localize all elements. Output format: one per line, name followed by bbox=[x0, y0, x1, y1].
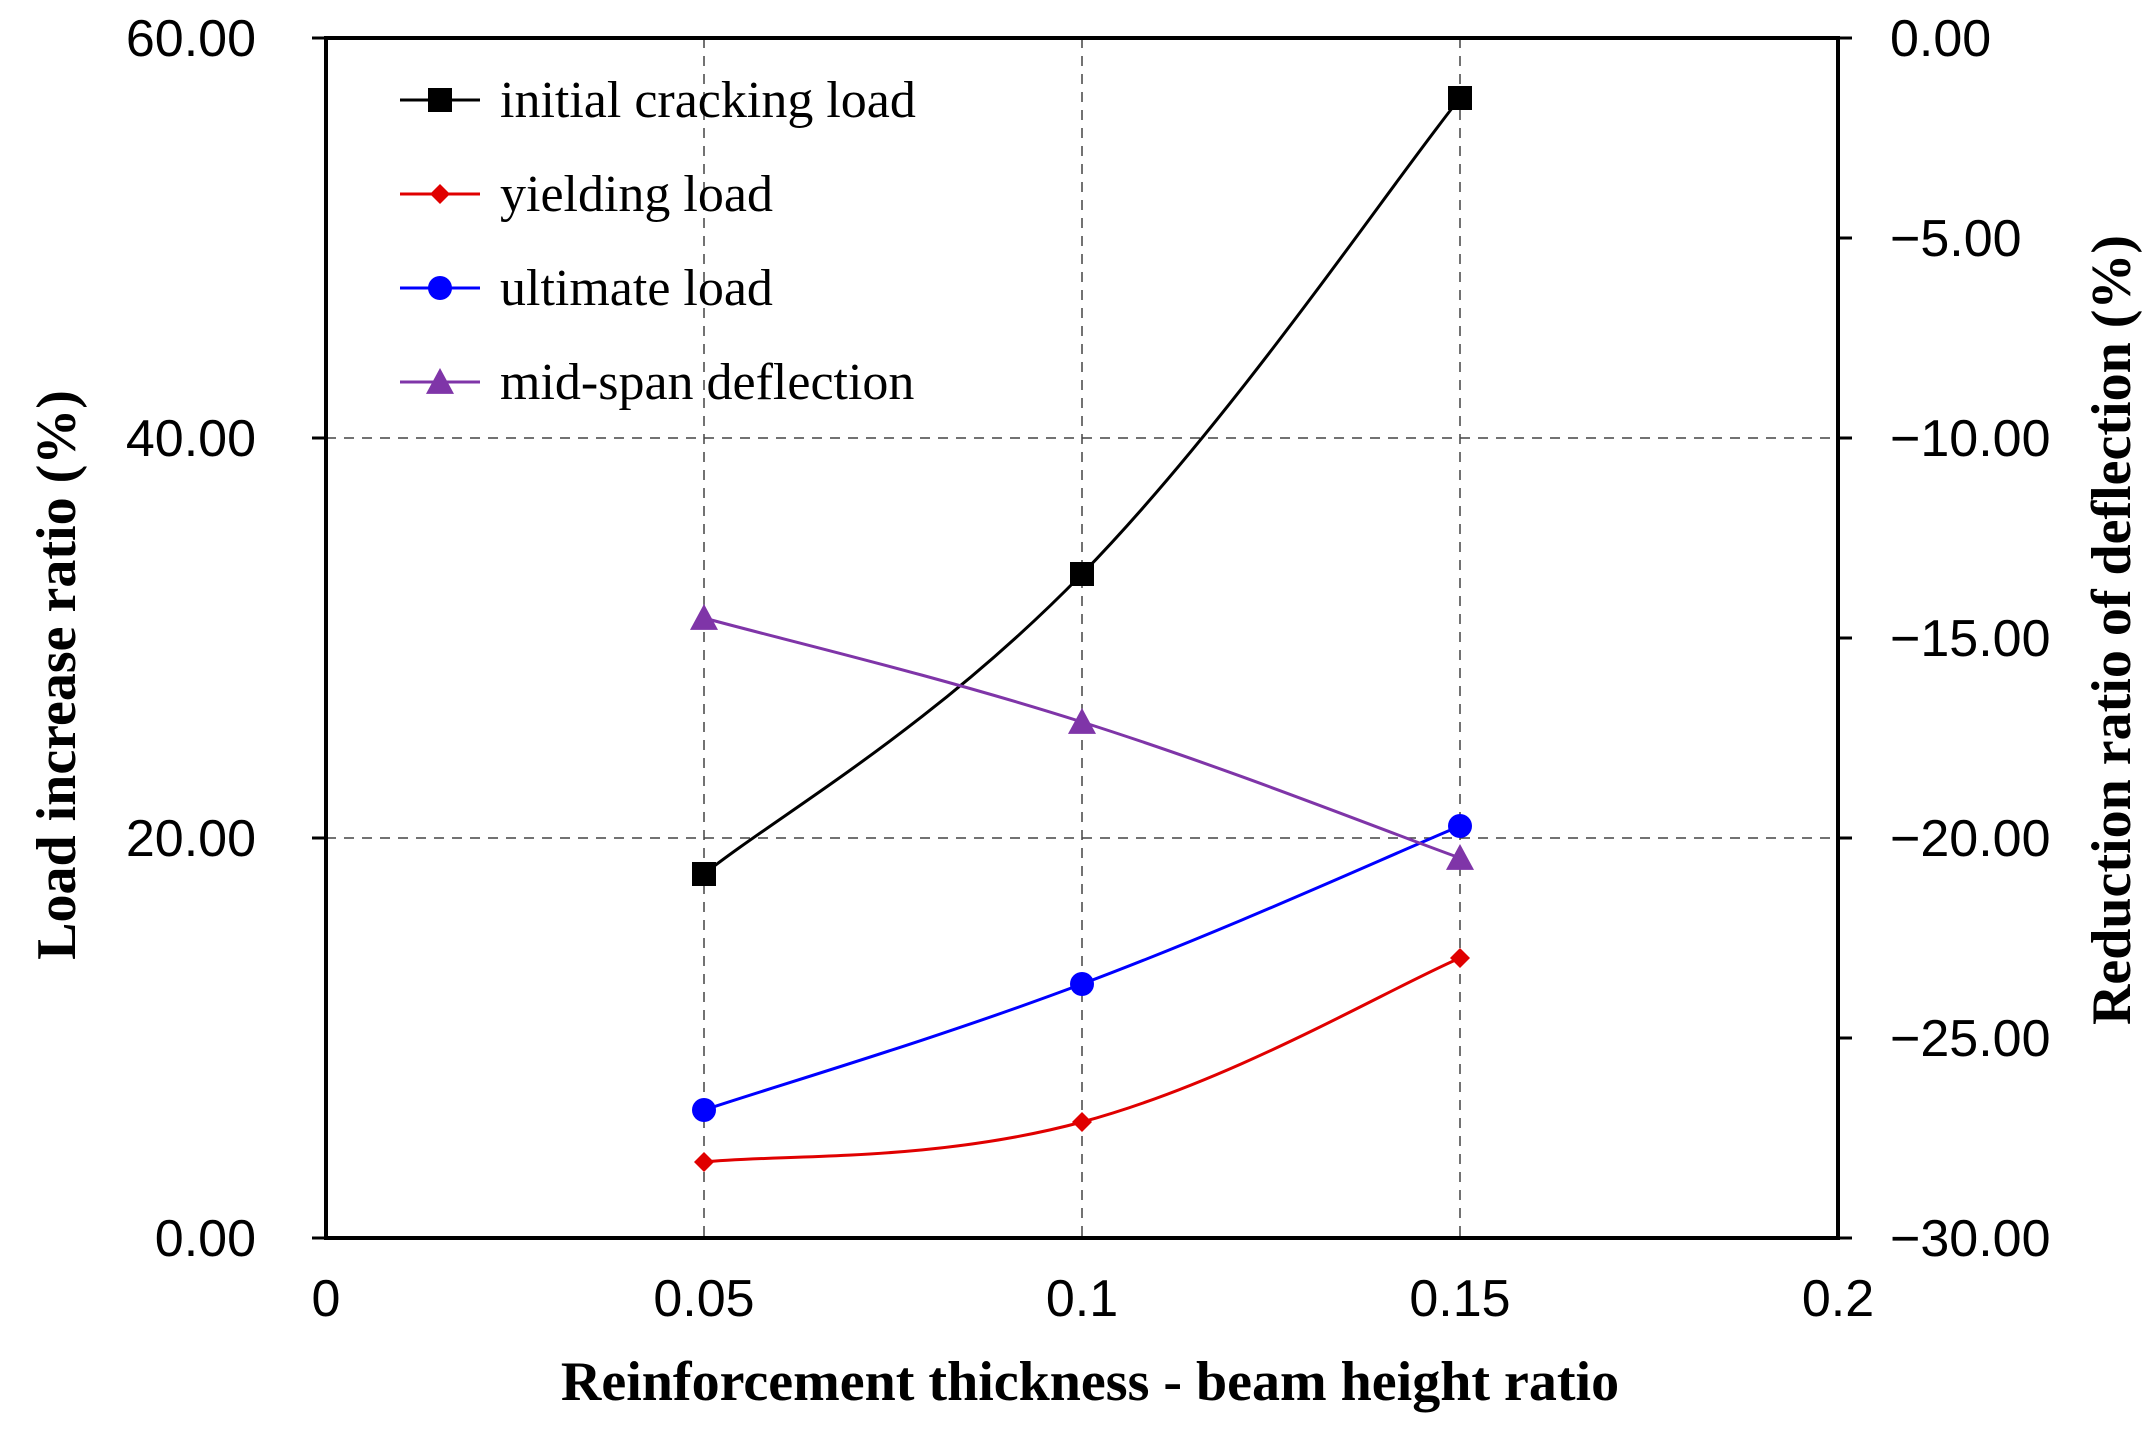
data-point-ultimate-load bbox=[692, 1098, 716, 1122]
legend-item-mid-span-deflection: mid-span deflection bbox=[400, 354, 914, 411]
legend-label: mid-span deflection bbox=[500, 354, 914, 411]
grid-layer bbox=[326, 38, 1838, 1238]
data-point-mid-span-deflection bbox=[690, 604, 718, 630]
legend-label: ultimate load bbox=[500, 260, 773, 317]
data-point-ultimate-load bbox=[1070, 972, 1094, 996]
y2-tick-label: −20.00 bbox=[1890, 810, 2051, 868]
legend-marker bbox=[428, 276, 452, 300]
y-axis-title: Load increase ratio (%) bbox=[26, 390, 88, 960]
y2-tick-label: −15.00 bbox=[1890, 610, 2051, 668]
y2-tick-label: −25.00 bbox=[1890, 1010, 2051, 1068]
series-yielding-load bbox=[694, 948, 1470, 1172]
legend-label: yielding load bbox=[500, 166, 773, 223]
y2-tick-label: 0.00 bbox=[1890, 10, 1991, 68]
series-line-initial-cracking-load bbox=[703, 97, 1462, 876]
data-point-yielding-load bbox=[1450, 948, 1470, 968]
x-tick-label: 0.15 bbox=[1409, 1270, 1510, 1328]
y2-axis-title: Reduction ratio of deflection (%) bbox=[2081, 235, 2143, 1025]
data-point-initial-cracking-load bbox=[1070, 562, 1094, 586]
series-layer bbox=[690, 86, 1474, 1172]
series-initial-cracking-load bbox=[692, 86, 1472, 886]
y-tick-label: 20.00 bbox=[126, 810, 256, 868]
data-point-initial-cracking-load bbox=[692, 862, 716, 886]
y2-tick-label: −30.00 bbox=[1890, 1210, 2051, 1268]
legend-marker bbox=[426, 368, 454, 394]
x-axis-title: Reinforcement thickness - beam height ra… bbox=[561, 1351, 1619, 1413]
series-mid-span-deflection bbox=[690, 604, 1474, 870]
x-tick-label: 0.05 bbox=[653, 1270, 754, 1328]
y-tick-label: 0.00 bbox=[155, 1210, 256, 1268]
y2-tick-label: −5.00 bbox=[1890, 210, 2022, 268]
x-tick-label: 0 bbox=[312, 1270, 341, 1328]
legend-item-initial-cracking-load: initial cracking load bbox=[400, 72, 916, 129]
x-tick-label: 0.2 bbox=[1802, 1270, 1874, 1328]
y2-tick-label: −10.00 bbox=[1890, 410, 2051, 468]
data-point-mid-span-deflection bbox=[1446, 844, 1474, 870]
y-tick-label: 40.00 bbox=[126, 410, 256, 468]
legend-label: initial cracking load bbox=[500, 72, 916, 129]
y-tick-label: 60.00 bbox=[126, 10, 256, 68]
legend-item-ultimate-load: ultimate load bbox=[400, 260, 773, 317]
legend-item-yielding-load: yielding load bbox=[400, 166, 773, 223]
data-point-yielding-load bbox=[694, 1152, 714, 1172]
series-ultimate-load bbox=[692, 814, 1472, 1122]
data-point-ultimate-load bbox=[1448, 814, 1472, 838]
data-point-yielding-load bbox=[1072, 1112, 1092, 1132]
legend-marker bbox=[428, 88, 452, 112]
x-tick-label: 0.1 bbox=[1046, 1270, 1118, 1328]
axis-layer: 0 0.05 0.1 0.15 0.2 0.00 20.00 40.00 60.00 0.00 −5… bbox=[126, 10, 2051, 1328]
data-point-initial-cracking-load bbox=[1448, 86, 1472, 110]
legend-marker bbox=[430, 184, 450, 204]
data-point-mid-span-deflection bbox=[1068, 708, 1096, 734]
legend: initial cracking load yielding load ultima… bbox=[400, 72, 916, 411]
